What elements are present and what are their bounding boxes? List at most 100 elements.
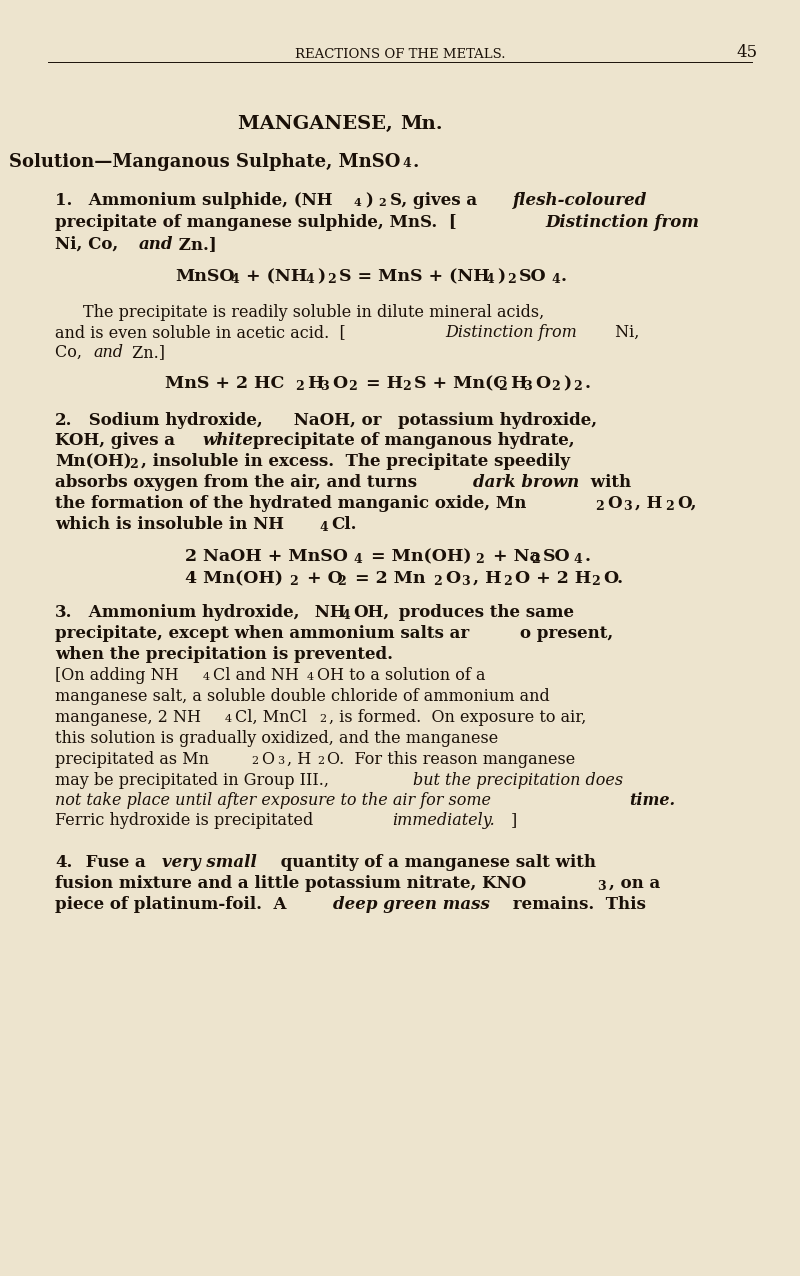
Text: 2: 2 xyxy=(503,575,512,588)
Text: may be precipitated in Group III.,: may be precipitated in Group III., xyxy=(55,772,334,789)
Text: O,: O, xyxy=(677,495,697,512)
Text: ]: ] xyxy=(511,812,518,829)
Text: 2: 2 xyxy=(289,575,298,588)
Text: 4: 4 xyxy=(230,273,238,286)
Text: KOH, gives a: KOH, gives a xyxy=(55,433,181,449)
Text: OH to a solution of a: OH to a solution of a xyxy=(317,667,486,684)
Text: 2: 2 xyxy=(327,273,336,286)
Text: 2: 2 xyxy=(573,380,582,393)
Text: .: . xyxy=(412,153,418,171)
Text: 2: 2 xyxy=(295,380,304,393)
Text: REACTIONS OF THE METALS.: REACTIONS OF THE METALS. xyxy=(294,48,506,61)
Text: ): ) xyxy=(497,268,505,285)
Text: 2: 2 xyxy=(402,380,410,393)
Text: S = MnS + (NH: S = MnS + (NH xyxy=(339,268,490,285)
Text: 4: 4 xyxy=(551,273,560,286)
Text: precipitate of manganous hydrate,: precipitate of manganous hydrate, xyxy=(247,433,574,449)
Text: MnS + 2 HC: MnS + 2 HC xyxy=(165,375,284,392)
Text: but the precipitation does: but the precipitation does xyxy=(413,772,623,789)
Text: 4: 4 xyxy=(353,197,361,208)
Text: O: O xyxy=(607,495,622,512)
Text: precipitate, except when ammonium salts ar: precipitate, except when ammonium salts … xyxy=(55,625,470,642)
Text: Ammonium sulphide, (NH: Ammonium sulphide, (NH xyxy=(83,191,333,209)
Text: 1.: 1. xyxy=(55,191,72,209)
Text: manganese salt, a soluble double chloride of ammonium and: manganese salt, a soluble double chlorid… xyxy=(55,688,550,706)
Text: not take place until after exposure to the air for some: not take place until after exposure to t… xyxy=(55,792,496,809)
Text: MANGANESE,: MANGANESE, xyxy=(238,115,400,133)
Text: 2: 2 xyxy=(551,380,560,393)
Text: MnSO: MnSO xyxy=(175,268,234,285)
Text: o: o xyxy=(519,625,530,642)
Text: fusion mixture and a little potassium nitrate, KNO: fusion mixture and a little potassium ni… xyxy=(55,875,526,892)
Text: with: with xyxy=(585,473,631,491)
Text: SO: SO xyxy=(543,547,570,565)
Text: 2: 2 xyxy=(507,273,516,286)
Text: when the precipitation is prevented.: when the precipitation is prevented. xyxy=(55,646,393,664)
Text: ): ) xyxy=(365,191,373,209)
Text: deep green mass: deep green mass xyxy=(333,896,490,914)
Text: O.  For this reason manganese: O. For this reason manganese xyxy=(327,752,575,768)
Text: Cl, MnCl: Cl, MnCl xyxy=(235,709,307,726)
Text: 4: 4 xyxy=(319,521,328,533)
Text: O: O xyxy=(332,375,347,392)
Text: .: . xyxy=(585,375,591,392)
Text: Co,: Co, xyxy=(55,345,87,361)
Text: , is formed.  On exposure to air,: , is formed. On exposure to air, xyxy=(329,709,586,726)
Text: 4: 4 xyxy=(305,273,314,286)
Text: + O: + O xyxy=(301,570,342,587)
Text: 2: 2 xyxy=(591,575,600,588)
Text: ): ) xyxy=(563,375,571,392)
Text: and is even soluble in acetic acid.  [: and is even soluble in acetic acid. [ xyxy=(55,324,346,341)
Text: 3: 3 xyxy=(320,380,329,393)
Text: Distinction from: Distinction from xyxy=(545,214,699,231)
Text: O + 2 H: O + 2 H xyxy=(515,570,591,587)
Text: and: and xyxy=(93,345,123,361)
Text: 2.: 2. xyxy=(55,412,73,429)
Text: 3: 3 xyxy=(597,880,606,893)
Text: 2: 2 xyxy=(378,197,386,208)
Text: Distinction from: Distinction from xyxy=(445,324,577,341)
Text: SO: SO xyxy=(519,268,546,285)
Text: quantity of a manganese salt with: quantity of a manganese salt with xyxy=(275,854,596,872)
Text: = H: = H xyxy=(360,375,403,392)
Text: dark brown: dark brown xyxy=(473,473,579,491)
Text: NaOH, or: NaOH, or xyxy=(288,412,387,429)
Text: , insoluble in excess.  The precipitate speedily: , insoluble in excess. The precipitate s… xyxy=(141,453,570,470)
Text: 2 NaOH + MnSO: 2 NaOH + MnSO xyxy=(185,547,348,565)
Text: 2: 2 xyxy=(498,380,506,393)
Text: S + Mn(C: S + Mn(C xyxy=(414,375,507,392)
Text: H: H xyxy=(307,375,323,392)
Text: Zn.]: Zn.] xyxy=(173,236,217,253)
Text: Sodium hydroxide,: Sodium hydroxide, xyxy=(83,412,262,429)
Text: 4: 4 xyxy=(573,553,582,567)
Text: present,: present, xyxy=(531,625,614,642)
Text: 2: 2 xyxy=(433,575,442,588)
Text: 2: 2 xyxy=(475,553,484,567)
Text: 2: 2 xyxy=(251,755,258,766)
Text: very small: very small xyxy=(162,854,257,872)
Text: 2: 2 xyxy=(319,715,326,723)
Text: flesh-coloured: flesh-coloured xyxy=(513,191,647,209)
Text: Ammonium hydroxide,: Ammonium hydroxide, xyxy=(83,604,299,621)
Text: 3: 3 xyxy=(461,575,470,588)
Text: Fuse a: Fuse a xyxy=(80,854,151,872)
Text: 4: 4 xyxy=(203,672,210,681)
Text: Zn.]: Zn.] xyxy=(127,345,165,361)
Text: 4 Mn(OH): 4 Mn(OH) xyxy=(185,570,283,587)
Text: [On adding NH: [On adding NH xyxy=(55,667,178,684)
Text: 4: 4 xyxy=(353,553,362,567)
Text: = 2 Mn: = 2 Mn xyxy=(349,570,426,587)
Text: 3: 3 xyxy=(623,500,632,513)
Text: ): ) xyxy=(317,268,325,285)
Text: which is insoluble in NH: which is insoluble in NH xyxy=(55,516,284,533)
Text: The precipitate is readily soluble in dilute mineral acids,: The precipitate is readily soluble in di… xyxy=(83,304,544,322)
Text: .: . xyxy=(561,268,567,285)
Text: and: and xyxy=(139,236,174,253)
Text: O: O xyxy=(535,375,550,392)
Text: Ni,: Ni, xyxy=(610,324,639,341)
Text: .: . xyxy=(585,547,591,565)
Text: time.: time. xyxy=(629,792,675,809)
Text: Mn.: Mn. xyxy=(400,115,442,133)
Text: 3.: 3. xyxy=(55,604,73,621)
Text: + Na: + Na xyxy=(487,547,541,565)
